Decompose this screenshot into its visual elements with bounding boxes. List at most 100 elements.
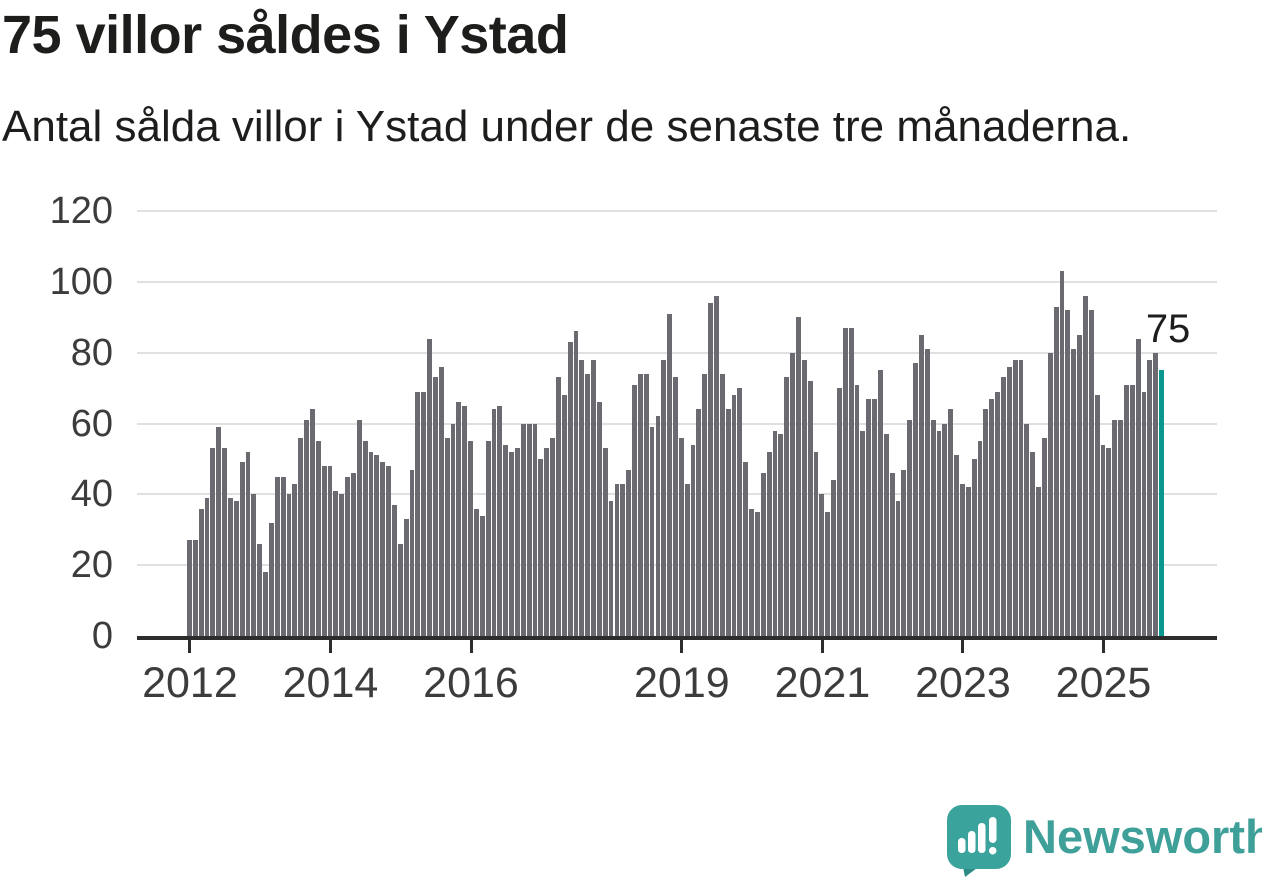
bar <box>1118 419 1123 636</box>
bar <box>526 423 532 636</box>
bar <box>766 451 772 636</box>
bar <box>333 490 339 636</box>
bar <box>1006 366 1012 636</box>
bar <box>749 508 755 636</box>
bar <box>479 515 485 636</box>
bar <box>883 434 889 636</box>
bar <box>503 444 509 636</box>
bar <box>872 398 878 636</box>
bar <box>913 363 919 636</box>
bar <box>339 494 345 636</box>
bar <box>989 398 995 636</box>
bar <box>555 377 561 636</box>
bar <box>573 331 579 636</box>
bar <box>760 473 766 636</box>
bar <box>1053 306 1059 636</box>
bar <box>608 501 614 636</box>
chart-subtitle: Antal sålda villor i Ystad under de sena… <box>2 102 1132 151</box>
bar <box>831 480 837 636</box>
bar <box>790 352 796 636</box>
bar <box>813 451 819 636</box>
bar <box>971 458 977 636</box>
bar <box>286 494 292 636</box>
bar <box>1042 437 1047 636</box>
y-tick-label: 100 <box>49 260 113 303</box>
bar <box>298 437 304 636</box>
bar <box>1036 487 1041 636</box>
bar <box>268 522 274 636</box>
bar <box>245 451 251 636</box>
bar <box>796 317 801 636</box>
x-axis-tick <box>469 640 473 653</box>
bar <box>919 334 924 636</box>
bar <box>719 373 725 636</box>
last-value-label: 75 <box>1145 307 1191 351</box>
bar <box>667 313 673 636</box>
bar <box>649 427 655 636</box>
x-axis-tick <box>820 640 824 653</box>
bar <box>415 391 421 636</box>
bar <box>222 448 227 636</box>
bar <box>983 409 989 636</box>
bar <box>807 381 813 636</box>
bar <box>655 416 661 636</box>
bar <box>321 466 327 636</box>
bar <box>327 466 333 636</box>
bar <box>509 451 514 636</box>
bar <box>397 543 403 636</box>
bar <box>456 402 462 636</box>
bar <box>995 391 1000 636</box>
bar <box>942 423 948 636</box>
bar <box>889 473 895 636</box>
bar <box>274 476 280 636</box>
bar <box>514 448 520 636</box>
gridline <box>137 210 1217 212</box>
bar <box>948 409 954 636</box>
y-tick-label: 120 <box>49 190 113 232</box>
bar <box>626 469 632 636</box>
bar <box>187 540 192 636</box>
bar <box>292 483 298 636</box>
bar <box>438 366 444 636</box>
x-tick-label: 2014 <box>282 659 379 707</box>
bar <box>1088 310 1094 636</box>
bar <box>854 384 860 636</box>
bar <box>280 476 286 636</box>
bar <box>1024 423 1030 636</box>
bar <box>737 388 743 636</box>
bar <box>1124 384 1129 636</box>
bar <box>725 409 731 636</box>
bar <box>491 409 497 636</box>
bar <box>842 327 848 636</box>
x-tick-label: 2019 <box>634 659 730 707</box>
bar <box>192 540 198 636</box>
bar <box>345 476 350 636</box>
bar <box>210 448 216 636</box>
bar <box>731 395 737 636</box>
bar <box>251 494 257 636</box>
bar <box>1147 359 1153 636</box>
plot-area: 2012 2014 2016 2019 2021 2023 2025 75 <box>137 210 1217 707</box>
bar <box>233 501 239 636</box>
bar <box>936 430 942 636</box>
bar <box>878 370 883 636</box>
bar <box>708 303 714 636</box>
bar <box>227 497 233 636</box>
y-tick-label: 80 <box>70 331 113 374</box>
bar <box>550 437 555 636</box>
bar <box>432 377 438 636</box>
bar <box>743 462 749 636</box>
bar <box>391 504 397 636</box>
bar <box>620 483 626 636</box>
bar <box>1112 419 1118 636</box>
gridline <box>137 280 1217 283</box>
bar <box>965 487 971 636</box>
bar <box>567 342 573 636</box>
y-tick-label: 20 <box>70 544 113 587</box>
brand-footer: Newsworthy <box>947 805 1262 877</box>
bar <box>1135 338 1141 636</box>
bar <box>1100 444 1106 636</box>
bar <box>216 427 222 636</box>
bar <box>837 388 842 636</box>
